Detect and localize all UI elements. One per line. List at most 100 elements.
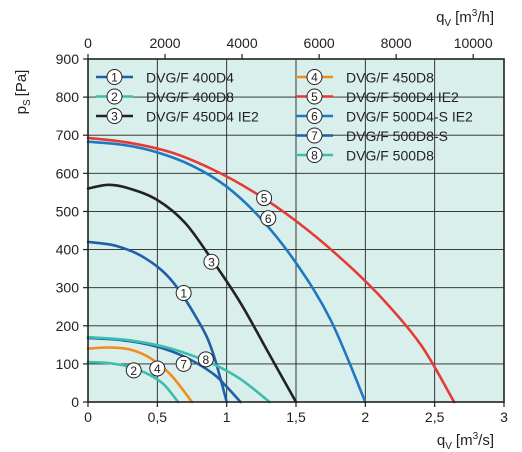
y-axis-ticks: 0 100 200 300 400 500 600 700 800 900: [56, 51, 88, 410]
x-tick-label: 0,5: [148, 409, 168, 425]
x-top-unit-tail: /h]: [477, 9, 494, 26]
legend-entry-1: 1 DVG/F 400D4: [96, 69, 234, 86]
legend-entry-5: 5 DVG/F 500D4 IE2: [296, 88, 459, 105]
x-bottom-symbol: q: [437, 432, 445, 449]
curve-marker-8: 8: [197, 351, 214, 368]
y-tick-label: 800: [56, 89, 80, 105]
legend-marker-circle: [306, 88, 323, 105]
curve-marker-7: 7: [175, 355, 192, 372]
top-tick-label: 2000: [149, 35, 180, 51]
legend-marker-circle: [306, 69, 323, 85]
x-tick-label: 2,5: [425, 409, 445, 425]
y-axis-subscript: S: [22, 99, 33, 106]
curve-marker-2: 2: [125, 362, 142, 379]
grid: [88, 59, 504, 402]
curve-marker-number: 2: [130, 364, 137, 378]
legend-entry-8: 8 DVG/F 500D8: [296, 147, 434, 164]
y-tick-label: 900: [56, 51, 80, 67]
legend-entry-4: 4 DVG/F 450D8: [296, 69, 434, 86]
curve-marker-5: 5: [256, 190, 273, 207]
x-tick-label: 2: [361, 409, 369, 425]
legend-marker-number: 3: [111, 110, 118, 124]
x-tick-label: 1: [223, 409, 231, 425]
x-bottom-subscript: V: [445, 441, 452, 452]
legend-marker-number: 1: [111, 71, 118, 85]
legend-marker-number: 8: [311, 149, 318, 163]
y-tick-label: 100: [56, 356, 80, 372]
legend-label: DVG/F 500D4-S IE2: [346, 109, 473, 125]
legend-label: DVG/F 450D8: [346, 70, 434, 86]
legend-marker-circle: [106, 88, 123, 105]
legend-marker-circle: [306, 108, 323, 124]
x-tick-label: 0: [84, 409, 92, 425]
curve-6: [86, 140, 367, 404]
curve-4: [86, 346, 194, 404]
curve-marker-number: 3: [208, 255, 215, 269]
curve-marker-3: 3: [203, 253, 220, 270]
y-tick-label: 300: [56, 280, 80, 296]
legend-marker-circle: [306, 147, 323, 163]
y-axis-title: pS [Pa]: [13, 70, 33, 115]
curve-marker-circle: [256, 190, 273, 207]
curve-1: [86, 240, 228, 404]
curve-labels: 1 2 3 4 5 6 7 8: [125, 190, 277, 379]
y-tick-label: 500: [56, 203, 80, 219]
legend-label: DVG/F 400D4: [146, 70, 234, 86]
curve-marker-6: 6: [260, 210, 277, 227]
x-bottom-exponent: 3: [473, 431, 479, 442]
y-tick-label: 400: [56, 242, 80, 258]
y-axis-unit: [Pa]: [13, 70, 30, 97]
x-bottom-unit-tail: /s]: [478, 432, 494, 449]
legend-marker-circle: [306, 127, 323, 144]
y-tick-label: 700: [56, 127, 80, 143]
x-top-exponent: 3: [472, 8, 478, 19]
curve-3: [86, 183, 298, 404]
y-tick-label: 0: [71, 394, 79, 410]
curve-marker-circle: [175, 355, 192, 372]
curve-marker-circle: [149, 360, 166, 377]
x-top-unit: [m: [455, 9, 472, 26]
legend-marker-number: 6: [311, 110, 318, 124]
legend-entry-7: 7 DVG/F 500D8-S: [296, 127, 448, 144]
legend-marker-number: 4: [311, 71, 318, 85]
curve-marker-number: 8: [203, 353, 210, 367]
legend-label: DVG/F 500D4 IE2: [346, 89, 459, 105]
curve-marker-circle: [260, 210, 277, 227]
legend-entry-3: 3 DVG/F 450D4 IE2: [96, 108, 259, 125]
curve-marker-number: 5: [261, 192, 268, 206]
legend-marker-number: 7: [311, 129, 318, 143]
curve-8: [86, 335, 271, 404]
x-top-subscript: V: [444, 18, 451, 29]
curve-5: [86, 136, 456, 404]
y-axis-symbol: p: [13, 106, 30, 114]
curve-marker-circle: [175, 285, 192, 302]
legend-marker-circle: [106, 69, 123, 85]
top-tick-label: 8000: [381, 35, 412, 51]
top-tick-label: 0: [84, 35, 92, 51]
legend-marker-number: 2: [111, 90, 118, 104]
legend-marker-circle: [106, 108, 123, 124]
x-top-symbol: q: [436, 9, 444, 26]
curve-marker-number: 6: [265, 212, 272, 226]
curve-marker-1: 1: [175, 285, 192, 302]
legend-label: DVG/F 500D8: [346, 148, 434, 164]
x-tick-label: 1,5: [286, 409, 306, 425]
curve-marker-circle: [203, 253, 220, 270]
legend-label: DVG/F 450D4 IE2: [146, 109, 259, 125]
legend: 1 DVG/F 400D4 2 DVG/F 400D8 3 DVG/F 450D4 IE2…: [96, 69, 473, 164]
legend-entry-2: 2 DVG/F 400D8: [96, 88, 234, 105]
top-axis-ticks: 0 2000 4000 6000 8000 10000: [84, 35, 493, 59]
top-tick-label: 10000: [454, 35, 493, 51]
legend-label: DVG/F 500D8-S: [346, 128, 448, 144]
y-tick-label: 200: [56, 318, 80, 334]
curve-marker-number: 1: [180, 287, 187, 301]
legend-label: DVG/F 400D8: [146, 89, 234, 105]
curve-marker-number: 7: [180, 357, 187, 371]
legend-marker-number: 5: [311, 90, 318, 104]
curve-marker-circle: [125, 362, 142, 379]
x-axis-title-top: qV [m3/h]: [436, 8, 494, 29]
y-tick-label: 600: [56, 165, 80, 181]
curve-marker-4: 4: [149, 360, 166, 377]
curve-marker-circle: [197, 351, 214, 368]
